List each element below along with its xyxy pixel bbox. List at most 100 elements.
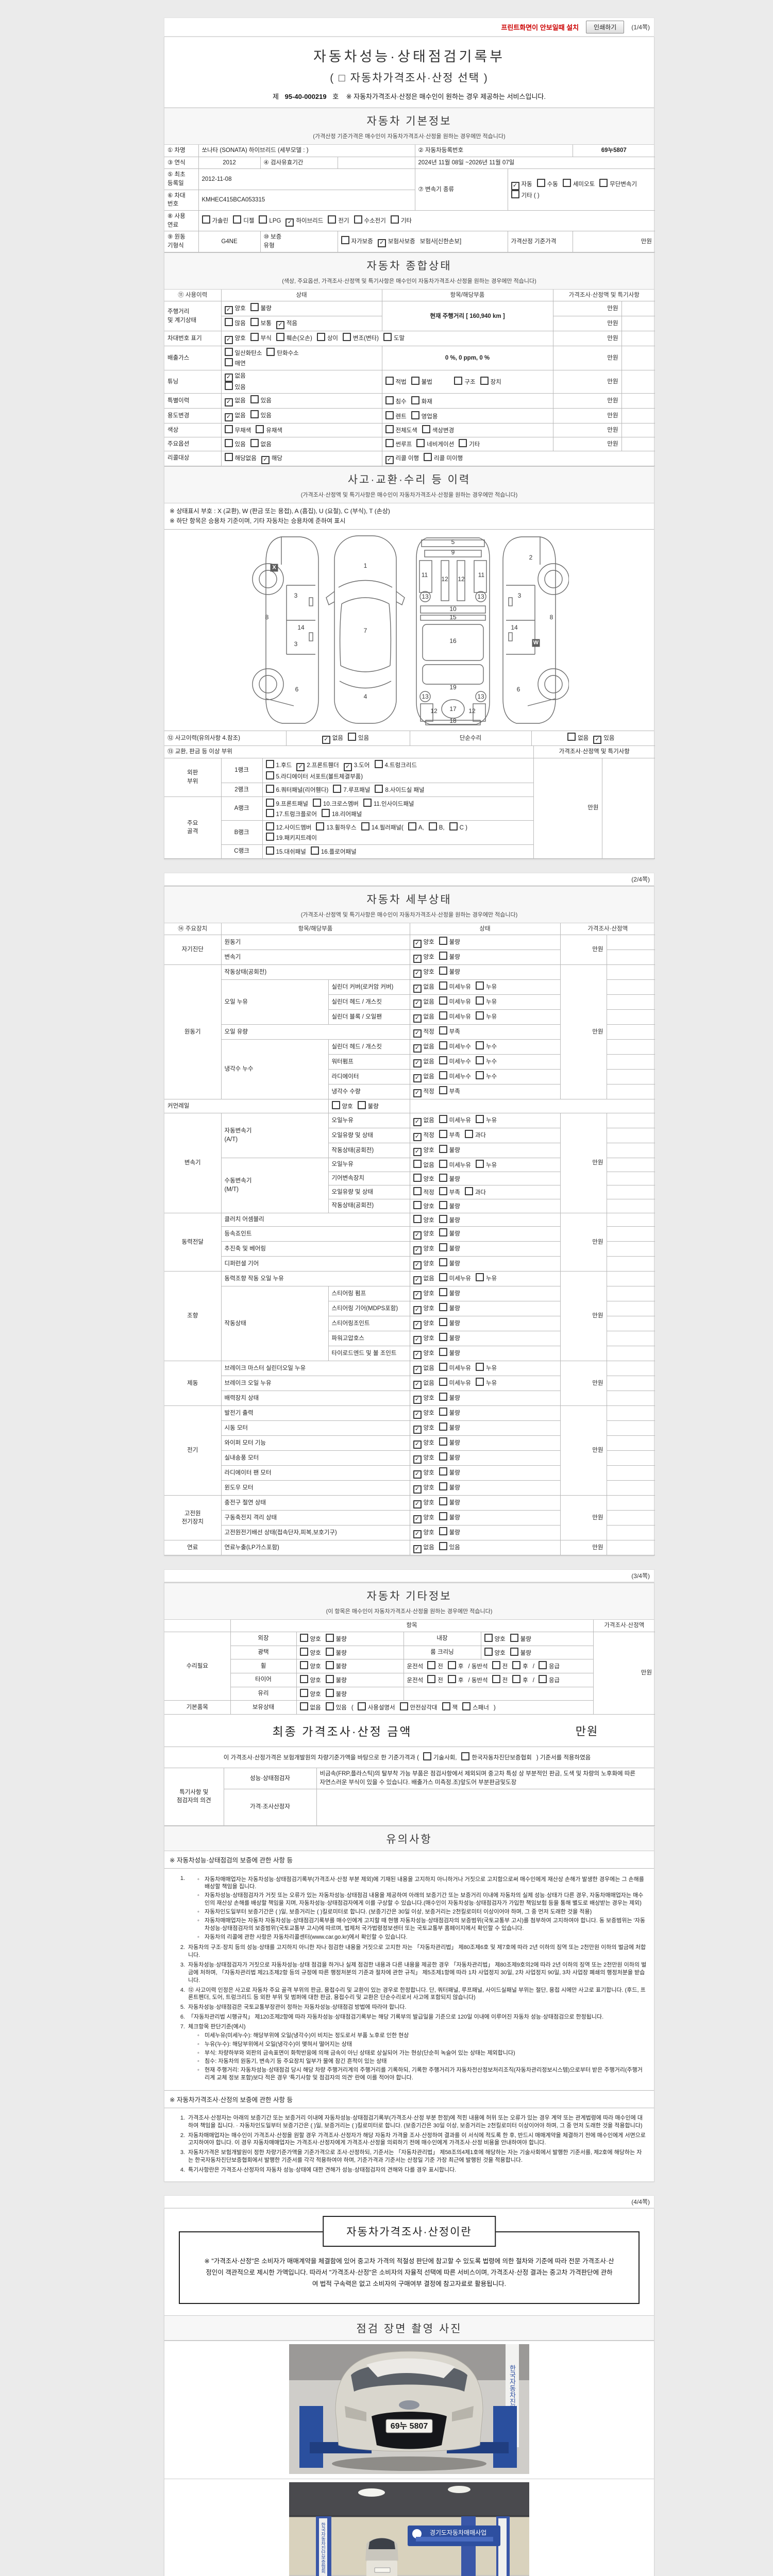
check-option[interactable]: 전 <box>427 1674 443 1685</box>
check-option[interactable]: 누유 <box>476 996 497 1007</box>
check-option[interactable]: ✓ 없음 <box>413 1544 434 1554</box>
check-option[interactable]: 미세누유 <box>439 981 471 992</box>
check-option[interactable]: 1.후드 <box>265 759 292 770</box>
check-option[interactable]: 누수 <box>476 1041 497 1052</box>
check-option[interactable]: 불량 <box>439 1393 460 1403</box>
check-option[interactable]: ✓ 없음 <box>224 412 246 422</box>
check-option[interactable]: 부족 <box>439 1129 460 1140</box>
check-option[interactable]: 없음 <box>567 733 589 743</box>
print-install-link[interactable]: 프린트화면이 안보일때 설치 <box>501 24 579 31</box>
check-option[interactable]: 전기 <box>328 215 349 226</box>
check-option[interactable]: ✓ 적음 <box>276 319 297 330</box>
check-option[interactable]: 누유 <box>476 981 497 992</box>
check-option[interactable]: 후 <box>447 1674 463 1685</box>
check-option[interactable]: ✓ 없음 <box>224 397 246 407</box>
check-option[interactable]: C ) <box>449 822 467 833</box>
check-option[interactable]: 수동 <box>536 179 558 189</box>
check-option[interactable]: ✓ 없음 <box>413 983 434 993</box>
check-option[interactable]: 불량 <box>510 1647 531 1658</box>
check-option[interactable]: 많음 <box>224 318 246 328</box>
check-option[interactable]: 불량 <box>325 1647 347 1658</box>
check-option[interactable]: ✓ 양호 <box>413 1245 434 1255</box>
check-option[interactable]: 양호 <box>331 1101 353 1111</box>
check-option[interactable]: ✓ 없음 <box>322 734 343 744</box>
check-option[interactable]: 10.크로스멤버 <box>313 799 359 809</box>
check-option[interactable]: 불량 <box>439 1288 460 1298</box>
check-option[interactable]: 탄화수소 <box>266 348 299 358</box>
check-option[interactable]: ✓ 양호 <box>224 304 246 315</box>
check-option[interactable]: 미세누유 <box>439 1363 471 1373</box>
check-option[interactable]: ✓ 없음 <box>413 1073 434 1083</box>
check-option[interactable]: 후 <box>447 1661 463 1671</box>
check-option[interactable]: 없음 <box>250 439 272 449</box>
check-option[interactable]: LPG <box>259 215 281 226</box>
check-option[interactable]: ✓ 없음 <box>413 1116 434 1126</box>
check-option[interactable]: ✓ 양호 <box>413 1409 434 1419</box>
check-option[interactable]: 누유 <box>476 1114 497 1125</box>
check-option[interactable]: 색상변경 <box>422 425 454 435</box>
check-option[interactable]: 불량 <box>510 1633 531 1644</box>
check-option[interactable]: 리콜 미이행 <box>424 452 463 463</box>
check-option[interactable]: 과다 <box>464 1187 486 1197</box>
check-option[interactable]: 있음 <box>224 439 246 449</box>
check-option[interactable]: 구조 <box>454 377 476 387</box>
check-option[interactable]: 미세누유 <box>439 1378 471 1388</box>
check-option[interactable]: 무채색 <box>224 425 251 435</box>
check-option[interactable]: 양호 <box>299 1661 321 1671</box>
check-option[interactable]: 18.리어패널 <box>321 808 362 819</box>
check-option[interactable]: 전 <box>427 1661 443 1671</box>
check-option[interactable]: 매연 <box>224 358 246 368</box>
check-option[interactable]: 있음 <box>325 1702 347 1713</box>
check-option[interactable]: 19.패키지트레이 <box>265 833 317 843</box>
check-option[interactable]: ✓ 양호 <box>413 1454 434 1464</box>
check-option[interactable]: 변조(변타) <box>343 333 379 343</box>
check-option[interactable]: 5.라디에이터 서포트(볼트체결부품) <box>265 771 363 782</box>
check-option[interactable]: 미세누유 <box>439 1011 471 1022</box>
check-option[interactable]: 기술사회, <box>423 1752 457 1762</box>
check-option[interactable]: ✓ 하이브리드 <box>285 217 323 227</box>
check-option[interactable]: 전체도색 <box>385 425 417 435</box>
check-option[interactable]: 누유 <box>476 1159 497 1170</box>
check-option[interactable]: 불량 <box>439 937 460 947</box>
check-option[interactable]: ✓ 양호 <box>413 1290 434 1300</box>
check-option[interactable]: 미세누유 <box>439 1159 471 1170</box>
check-option[interactable]: 미세누수 <box>439 1041 471 1052</box>
check-option[interactable]: ✓ 양호 <box>413 1469 434 1479</box>
check-option[interactable]: 불량 <box>439 1437 460 1448</box>
check-option[interactable]: ✓ 없음 <box>413 1275 434 1285</box>
check-option[interactable]: 누유 <box>476 1011 497 1022</box>
check-option[interactable]: 보통 <box>250 318 272 328</box>
check-option[interactable]: 불량 <box>439 1318 460 1328</box>
check-option[interactable]: 적정 <box>413 1187 434 1197</box>
check-option[interactable]: 17.트렁크플로어 <box>265 808 317 819</box>
check-option[interactable]: 장치 <box>480 377 501 387</box>
check-option[interactable]: 불량 <box>439 1467 460 1478</box>
check-option[interactable]: 한국자동차진단보증협회 <box>461 1752 532 1762</box>
check-option[interactable]: ✓ 양호 <box>413 1529 434 1539</box>
check-option[interactable]: 불량 <box>439 952 460 962</box>
check-option[interactable]: 후 <box>512 1661 528 1671</box>
check-option[interactable]: 있음 <box>250 410 272 420</box>
check-option[interactable]: 없음 <box>299 1702 321 1713</box>
check-option[interactable]: 불량 <box>439 1258 460 1268</box>
check-option[interactable]: ✓ 리콜 이행 <box>385 454 419 464</box>
check-option[interactable]: 불량 <box>325 1674 347 1685</box>
check-option[interactable]: 불량 <box>439 1408 460 1418</box>
check-option[interactable]: 네비게이션 <box>416 439 454 449</box>
check-option[interactable]: ✓ 양호 <box>413 1514 434 1524</box>
check-option[interactable]: 유채색 <box>256 425 282 435</box>
check-option[interactable]: 부족 <box>439 1086 460 1096</box>
check-option[interactable]: 있음 <box>224 381 246 392</box>
check-option[interactable]: 4.트렁크리드 <box>374 759 417 770</box>
check-option[interactable]: 적법 <box>385 377 407 387</box>
check-option[interactable]: 6.쿼터패널(리어휀다) <box>265 785 328 795</box>
check-option[interactable]: ✓ 양호 <box>413 1349 434 1360</box>
check-option[interactable]: 안전삼각대 <box>399 1702 438 1713</box>
check-option[interactable]: ✓ 양호 <box>413 1260 434 1270</box>
check-option[interactable]: ✓ 3.도어 <box>343 761 370 771</box>
check-option[interactable]: 불량 <box>439 1243 460 1253</box>
check-option[interactable]: 기타 ( ) <box>511 190 540 200</box>
check-option[interactable]: ✓ 2.프론트휀더 <box>296 761 339 771</box>
check-option[interactable]: 13.휠하우스 <box>316 822 357 833</box>
check-option[interactable]: ✓ 양호 <box>413 1146 434 1156</box>
